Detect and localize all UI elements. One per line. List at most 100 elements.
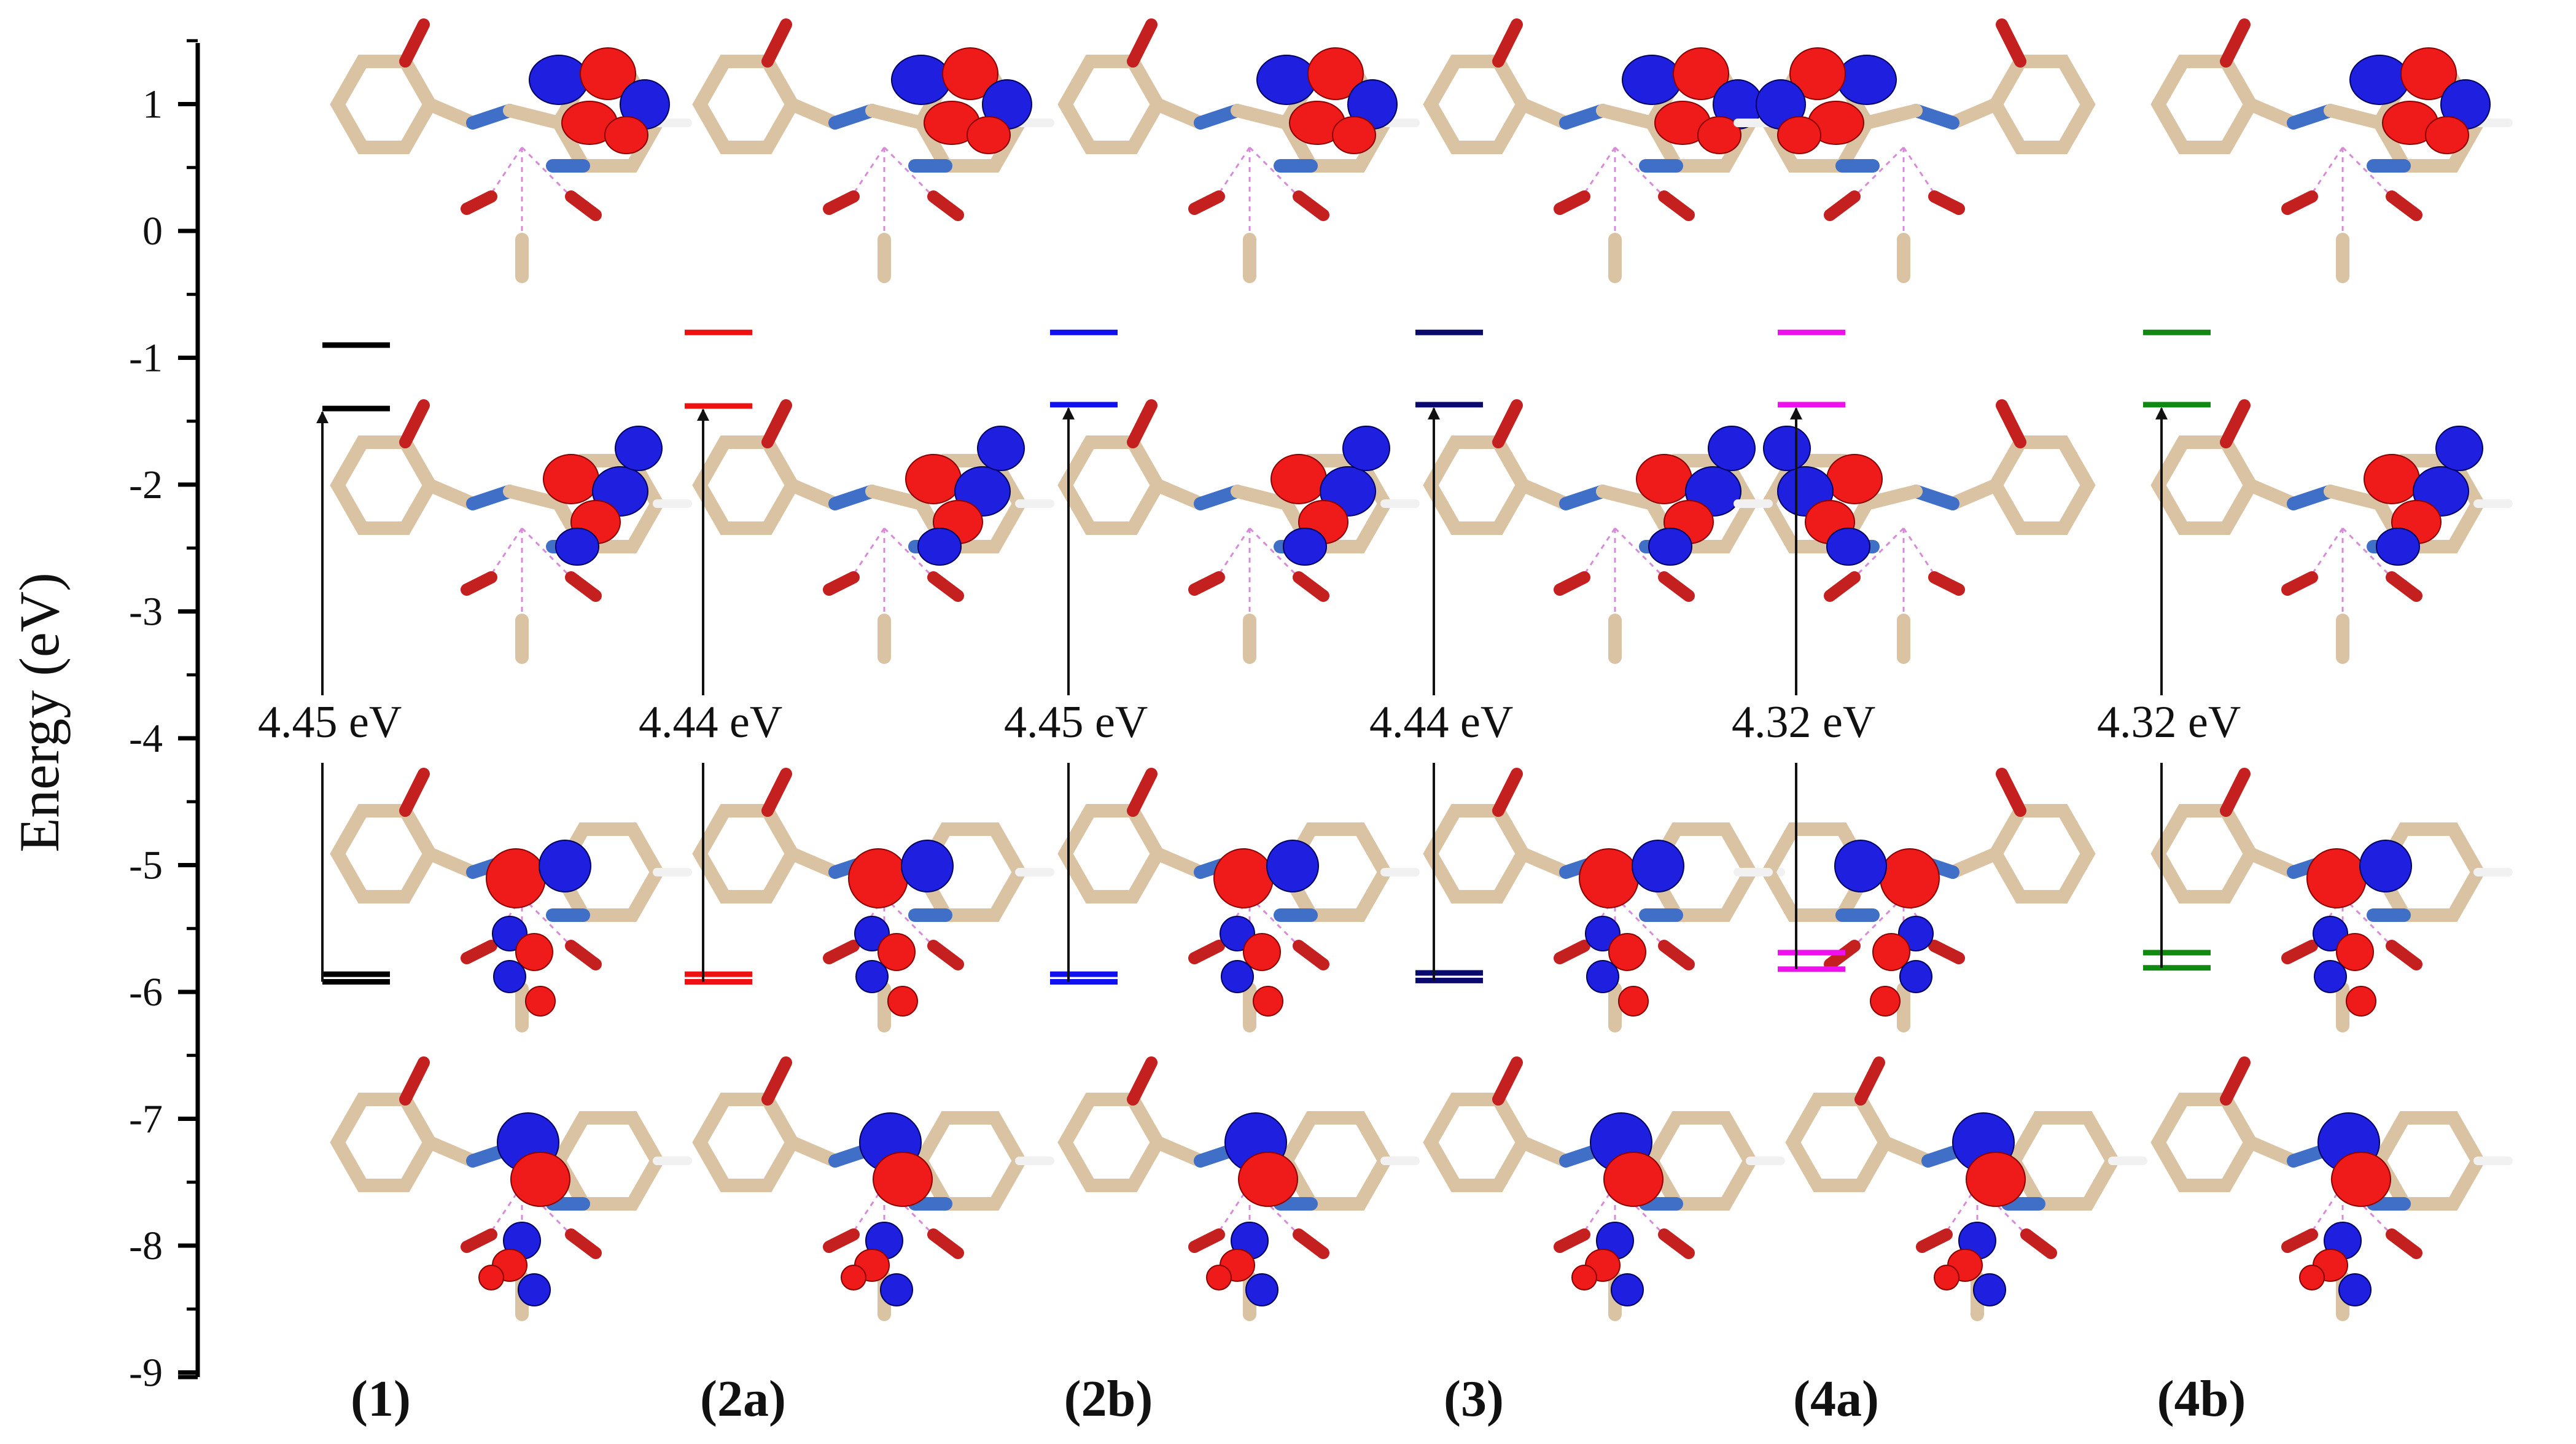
- chain-stick: [2324, 485, 2386, 510]
- coordination-bond: [2341, 146, 2399, 204]
- oh-stick: [761, 1056, 792, 1106]
- ring-stick: [1785, 1093, 1893, 1192]
- positive-lobe: [604, 116, 648, 154]
- chain-stick: [423, 1136, 480, 1168]
- tick-label: -8: [129, 1223, 163, 1268]
- orbital-rendering-8: [1057, 18, 1420, 283]
- ligand-stick: [1928, 571, 1965, 596]
- positive-lobe: [515, 933, 553, 971]
- ring-stick: [1057, 1093, 1165, 1192]
- chain-stick: [785, 847, 842, 879]
- positive-lobe: [2306, 848, 2367, 908]
- ligand-stick: [2281, 940, 2318, 964]
- pyridine-stick: [913, 1111, 1027, 1211]
- oh-stick: [1492, 768, 1523, 817]
- ring-stick: [2150, 804, 2259, 903]
- orbital-rendering-7: [692, 1056, 1054, 1321]
- chain-stick: [1878, 1136, 1935, 1168]
- chain-stick: [423, 478, 480, 510]
- positive-lobe: [1608, 933, 1646, 971]
- ligand-stick: [1658, 571, 1695, 602]
- ring-stick: [1423, 55, 1531, 154]
- orbital-rendering-1: [330, 399, 692, 664]
- positive-lobe: [1934, 1265, 1959, 1290]
- negative-lobe: [1586, 960, 1619, 993]
- chain-stick: [423, 847, 480, 879]
- negative-lobe: [2435, 426, 2483, 471]
- oh-stick: [1996, 399, 2026, 448]
- negative-lobe: [555, 528, 599, 566]
- negative-lobe: [2314, 960, 2347, 993]
- positive-lobe: [543, 454, 599, 504]
- coordination-bond: [1577, 147, 1616, 203]
- tick-label: -6: [129, 970, 163, 1015]
- orbital-rendering-16: [1734, 18, 2096, 283]
- oh-stick: [1492, 1056, 1523, 1106]
- positive-lobe: [1872, 933, 1910, 971]
- ring-stick: [692, 1093, 800, 1192]
- positive-lobe: [1213, 848, 1274, 908]
- negative-lobe: [901, 840, 954, 892]
- coordination-bond: [1577, 528, 1616, 584]
- negative-lobe: [1283, 528, 1327, 566]
- gap-label-1: 4.44 eV: [639, 697, 782, 747]
- negative-lobe: [1256, 55, 1317, 105]
- negative-lobe: [1245, 1273, 1278, 1306]
- ligand-stick: [2281, 190, 2318, 215]
- gap-label-4: 4.32 eV: [1732, 697, 1875, 747]
- coordination-bond: [846, 147, 885, 203]
- positive-lobe: [1243, 933, 1281, 971]
- ligand-stick: [1928, 190, 1965, 215]
- orbital-rendering-22: [2150, 768, 2513, 1032]
- coordination-bond: [1614, 146, 1671, 204]
- chain-stick: [865, 104, 928, 130]
- oh-stick: [1127, 18, 1158, 68]
- oh-stick: [399, 18, 430, 68]
- orbital-rendering-11: [1057, 1056, 1420, 1321]
- tick-label: -2: [129, 462, 163, 507]
- negative-lobe: [529, 55, 589, 105]
- category-labels: (1) (2a) (2b) (3) (4a) (4b): [351, 1370, 2246, 1427]
- orbital-rendering-0: [330, 18, 692, 283]
- ring-stick: [330, 804, 438, 903]
- negative-lobe: [2359, 840, 2412, 892]
- chain-stick: [1516, 1136, 1573, 1168]
- ligand-stick: [2020, 1228, 2057, 1259]
- coordination-bond: [484, 528, 523, 584]
- negative-lobe: [1708, 426, 1756, 471]
- pyridine-stick: [551, 1111, 665, 1211]
- ligand-stick: [1554, 190, 1590, 215]
- negative-lobe: [1342, 426, 1390, 471]
- chain-stick: [865, 485, 928, 510]
- coordination-bond: [1902, 528, 1942, 584]
- ligand-stick: [1928, 940, 1965, 964]
- chain-stick: [1596, 104, 1659, 130]
- chain-stick: [1860, 485, 1923, 510]
- chain-stick: [1946, 98, 2002, 130]
- positive-lobe: [1636, 454, 1692, 504]
- ligand-stick: [1188, 940, 1225, 964]
- oh-stick: [2220, 399, 2251, 448]
- coordination-bond: [484, 147, 523, 203]
- ring-stick: [330, 55, 438, 154]
- chain-stick: [1151, 847, 1207, 879]
- oh-stick: [761, 399, 792, 448]
- gap-label-2: 4.45 eV: [1004, 697, 1148, 747]
- positive-lobe: [1966, 1152, 2026, 1207]
- tick-label: -4: [129, 716, 163, 761]
- oh-stick: [1127, 768, 1158, 817]
- ligand-stick: [2386, 1228, 2422, 1259]
- positive-lobe: [2299, 1265, 2325, 1290]
- coordination-bond: [2305, 147, 2344, 203]
- chain-stick: [785, 98, 842, 130]
- negative-lobe: [1834, 840, 1887, 892]
- tick-label: 0: [142, 209, 163, 254]
- ligand-stick: [1824, 190, 1861, 221]
- negative-lobe: [1973, 1273, 2006, 1306]
- ring-stick: [692, 804, 800, 903]
- negative-lobe: [1622, 55, 1682, 105]
- positive-lobe: [1870, 986, 1901, 1017]
- chain-stick: [1596, 485, 1659, 510]
- category-label-4: (4a): [1793, 1370, 1879, 1427]
- coordination-bond: [883, 146, 941, 204]
